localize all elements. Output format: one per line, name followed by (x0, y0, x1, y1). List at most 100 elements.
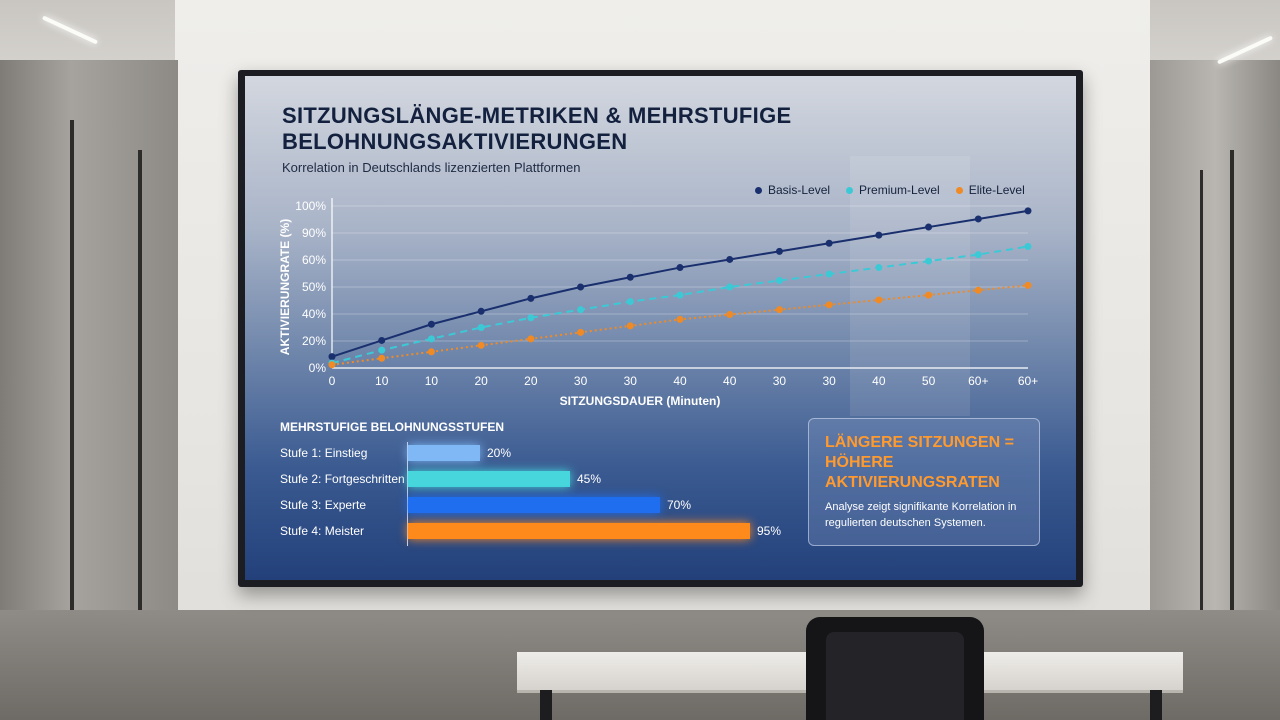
data-point (925, 257, 933, 265)
y-tick-label: 60% (302, 253, 326, 267)
x-tick-label: 20 (524, 374, 538, 388)
glass-mullion (138, 150, 142, 720)
data-point (527, 314, 535, 322)
desk-leg (540, 690, 552, 720)
x-tick-label: 10 (375, 374, 389, 388)
data-point (676, 291, 684, 299)
data-point (974, 215, 982, 223)
x-tick-label: 20 (474, 374, 488, 388)
data-point (1024, 281, 1032, 289)
legend-label: Elite-Level (968, 183, 1025, 197)
tier-label: Stufe 1: Einstieg (280, 446, 368, 460)
data-point (875, 264, 883, 272)
tv-screen: SITZUNGSLÄNGE-METRIKEN & MEHRSTUFIGE BEL… (245, 76, 1076, 580)
x-tick-label: 60+ (1018, 374, 1038, 388)
tier-label: Stufe 3: Experte (280, 498, 367, 512)
data-point (825, 301, 833, 309)
y-tick-label: 50% (302, 280, 326, 294)
data-point (626, 298, 634, 306)
chair-backrest (826, 632, 964, 720)
legend-item-elite: Elite-Level (955, 183, 1025, 197)
data-point (577, 328, 585, 336)
tier-label: Stufe 2: Fortgeschritten (280, 472, 405, 486)
legend-dot (755, 186, 762, 194)
data-point (477, 307, 485, 315)
legend-item-basis: Basis-Level (755, 183, 830, 197)
data-point (825, 270, 833, 278)
data-point (626, 273, 634, 281)
x-tick-label: 0 (329, 374, 336, 388)
data-point (477, 341, 485, 349)
y-tick-label: 0% (309, 361, 327, 375)
data-point (974, 286, 982, 294)
x-tick-label: 40 (723, 374, 737, 388)
tiers-title: MEHRSTUFIGE BELOHNUNGSSTUFEN (280, 420, 505, 434)
tier-bar (408, 445, 480, 461)
data-point (477, 324, 485, 331)
tier-value-label: 20% (487, 446, 512, 460)
series-line-1 (331, 245, 1029, 365)
data-point (1024, 243, 1032, 250)
data-point (974, 251, 982, 259)
tier-bar (408, 523, 750, 539)
x-axis-title: SITZUNGSDAUER (Minuten) (560, 394, 721, 408)
x-tick-label: 10 (425, 374, 439, 388)
y-tick-label: 40% (302, 307, 326, 321)
data-point (726, 311, 734, 319)
data-point (527, 294, 535, 302)
data-point (427, 348, 435, 356)
data-point (726, 283, 734, 291)
glass-mullion (1200, 170, 1203, 720)
data-point (328, 361, 336, 369)
glass-mullion (70, 120, 74, 720)
x-tick-label: 30 (574, 374, 588, 388)
x-tick-label: 40 (673, 374, 687, 388)
x-tick-label: 30 (624, 374, 638, 388)
data-point (527, 335, 535, 343)
callout-text: Analyse zeigt signifikante Korrelation i… (825, 501, 1017, 529)
tier-value-label: 95% (757, 524, 782, 538)
data-point (875, 231, 883, 239)
data-point (378, 354, 386, 362)
y-tick-label: 100% (295, 199, 326, 213)
chart-legend: Basis-Level Premium-Level Elite-Level (755, 183, 1025, 197)
data-point (577, 283, 585, 291)
data-point (626, 322, 634, 330)
tier-bar (408, 471, 570, 487)
page-subtitle: Korrelation in Deutschlands lizenzierten… (282, 160, 581, 175)
glass-mullion (1230, 150, 1234, 720)
tier-label: Stufe 4: Meister (280, 524, 365, 538)
y-tick-label: 90% (302, 226, 326, 240)
data-point (676, 264, 684, 272)
callout-box: LÄNGERE SITZUNGEN = HÖHERE AKTIVIERUNGSR… (808, 418, 1040, 546)
data-point (378, 336, 386, 344)
x-tick-label: 40 (872, 374, 886, 388)
legend-dot (846, 186, 854, 194)
data-point (775, 306, 783, 314)
x-tick-label: 30 (773, 374, 787, 388)
data-point (328, 353, 336, 361)
legend-dot (955, 186, 963, 194)
x-tick-label: 30 (822, 374, 836, 388)
screen-reflection (850, 156, 970, 416)
legend-label: Premium-Level (859, 183, 940, 197)
tier-axis (407, 442, 408, 546)
data-point (1024, 207, 1032, 215)
page-title: SITZUNGSLÄNGE-METRIKEN & MEHRSTUFIGE BEL… (282, 103, 792, 154)
data-point (427, 335, 435, 343)
data-point (875, 296, 883, 304)
data-point (775, 247, 783, 255)
data-point (726, 255, 734, 263)
callout-headline: LÄNGERE SITZUNGEN = HÖHERE AKTIVIERUNGSR… (825, 434, 1014, 491)
tier-value-label: 70% (667, 498, 692, 512)
data-point (925, 223, 933, 231)
y-axis-title: AKTIVIERUNGRATE (%) (278, 219, 292, 355)
data-point (378, 346, 386, 354)
data-point (925, 291, 933, 299)
legend-item-premium: Premium-Level (846, 183, 940, 197)
data-point (427, 320, 435, 328)
legend-label: Basis-Level (768, 183, 831, 197)
desk-leg (1150, 690, 1162, 720)
x-tick-label: 50 (922, 374, 936, 388)
data-point (825, 239, 833, 247)
